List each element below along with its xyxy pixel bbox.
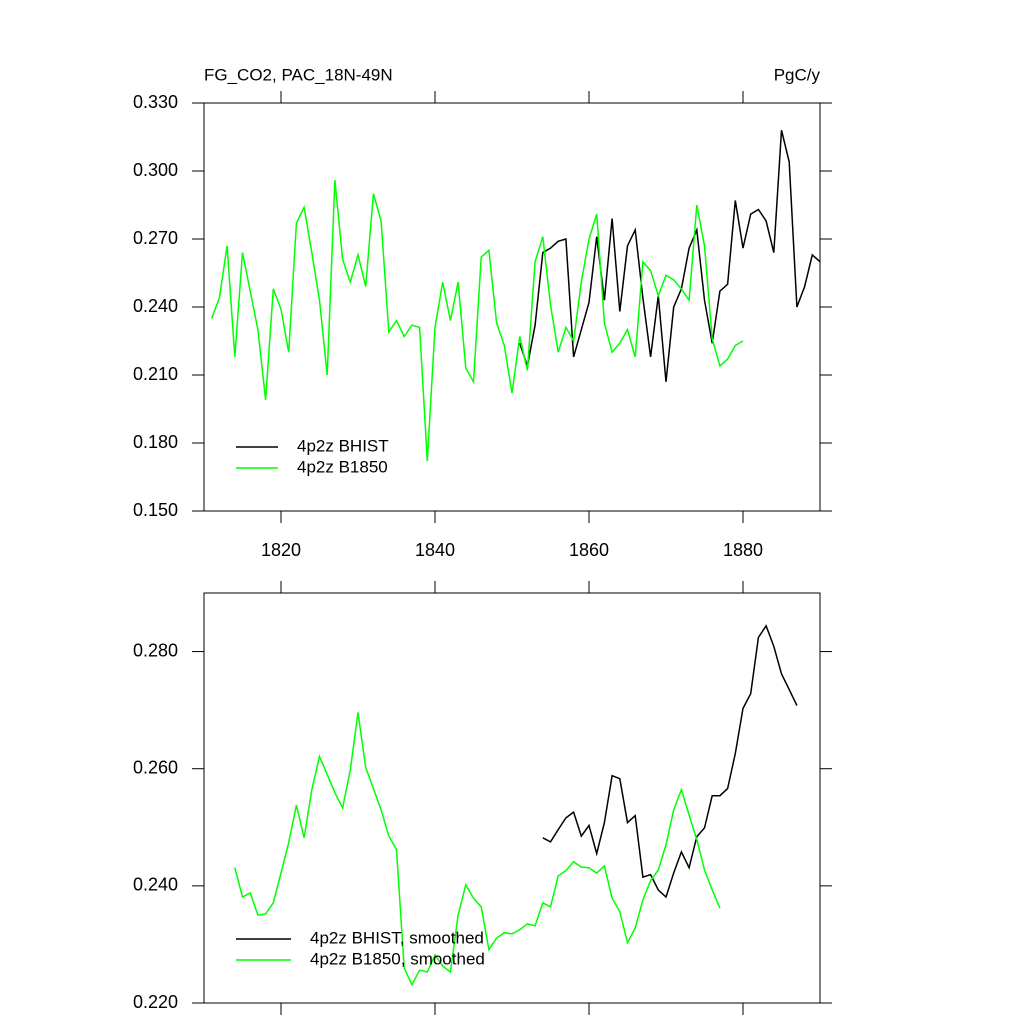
y-tick-label: 0.240 xyxy=(133,296,178,316)
plot-frame xyxy=(203,592,821,1004)
units-label: PgC/y xyxy=(774,65,821,84)
x-tick-label: 1860 xyxy=(569,540,609,560)
x-tick-label: 1840 xyxy=(415,540,455,560)
legend-label: 4p2z B1850 xyxy=(297,457,388,476)
y-tick-label: 0.150 xyxy=(133,500,178,520)
chart-title: FG_CO2, PAC_18N-49N xyxy=(204,65,393,84)
x-tick-label: 1880 xyxy=(723,540,763,560)
data-line xyxy=(518,130,821,382)
y-tick-label: 0.270 xyxy=(133,228,178,248)
y-tick-label: 0.280 xyxy=(133,640,178,660)
y-tick-label: 0.220 xyxy=(133,992,178,1012)
y-tick-label: 0.330 xyxy=(133,92,178,112)
y-tick-label: 0.180 xyxy=(133,432,178,452)
legend-label: 4p2z B1850, smoothed xyxy=(310,949,485,968)
y-tick-label: 0.240 xyxy=(133,875,178,895)
y-tick-label: 0.210 xyxy=(133,364,178,384)
legend-label: 4p2z BHIST xyxy=(297,436,389,455)
data-line xyxy=(234,712,721,987)
legend-label: 4p2z BHIST, smoothed xyxy=(310,928,484,947)
y-tick-label: 0.260 xyxy=(133,757,178,777)
data-line xyxy=(542,624,798,899)
x-tick-label: 1820 xyxy=(261,540,301,560)
data-line xyxy=(210,180,744,462)
y-tick-label: 0.300 xyxy=(133,160,178,180)
